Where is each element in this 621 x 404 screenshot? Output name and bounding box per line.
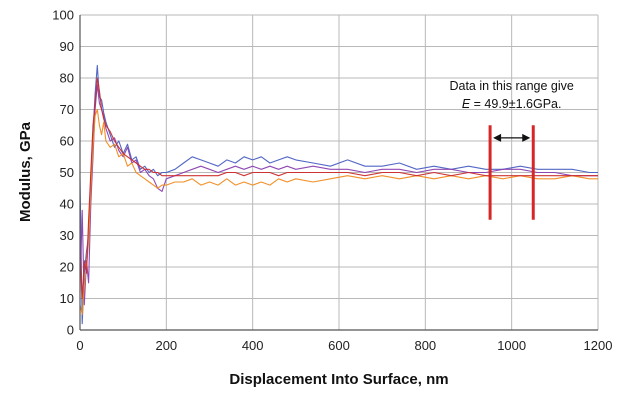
y-tick-label: 0: [67, 323, 74, 338]
annotation-value: = 49.9±1.6GPa.: [470, 97, 561, 111]
y-tick-label: 80: [60, 71, 74, 86]
y-tick-label: 20: [60, 260, 74, 275]
series-line-1: [79, 64, 598, 325]
y-tick-label: 90: [60, 39, 74, 54]
y-tick-label: 70: [60, 102, 74, 117]
axes: [79, 15, 598, 331]
range-arrow-left-head: [493, 133, 502, 142]
x-tick-label: 800: [414, 338, 436, 353]
x-tick-label: 200: [155, 338, 177, 353]
x-axis-title: Displacement Into Surface, nm: [229, 371, 448, 388]
y-tick-label: 40: [60, 197, 74, 212]
annotation-line-1: Data in this range give: [449, 79, 573, 93]
y-tick-label: 60: [60, 134, 74, 149]
series-line-3: [79, 108, 598, 315]
y-tick-label: 10: [60, 291, 74, 306]
series-line-4: [79, 77, 598, 300]
annotation-symbol: E: [462, 97, 471, 111]
y-axis-title: Modulus, GPa: [17, 121, 34, 222]
x-tick-label: 1000: [497, 338, 526, 353]
x-tick-label: 0: [76, 338, 83, 353]
x-tick-label: 600: [328, 338, 350, 353]
y-tick-label: 100: [52, 8, 74, 23]
x-tick-label: 1200: [584, 338, 613, 353]
series-group: [79, 64, 598, 325]
y-tick-label: 30: [60, 228, 74, 243]
x-tick-label: 400: [242, 338, 264, 353]
range-arrow-right-head: [522, 133, 531, 142]
annotation-line-2: E = 49.9±1.6GPa.: [462, 97, 562, 111]
y-tick-label: 50: [60, 165, 74, 180]
range-annotation: Data in this range give E = 49.9±1.6GPa.: [449, 79, 574, 220]
